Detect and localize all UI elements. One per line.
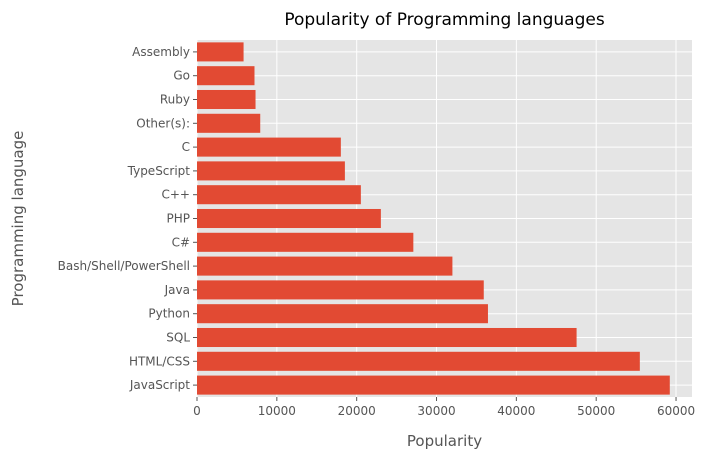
y-tick-label: Go bbox=[173, 69, 190, 83]
y-tick-label: SQL bbox=[166, 331, 190, 345]
y-tick-label: Other(s): bbox=[136, 116, 190, 130]
x-axis-label: Popularity bbox=[407, 432, 482, 450]
y-tick-label: Bash/Shell/PowerShell bbox=[58, 259, 190, 273]
y-tick-label: Python bbox=[148, 307, 190, 321]
x-tick-label: 60000 bbox=[657, 404, 695, 418]
x-tick-label: 50000 bbox=[577, 404, 615, 418]
y-tick-labels: JavaScript HTML/CSS SQL Python Java Bash/Shel… bbox=[58, 45, 197, 392]
bar bbox=[197, 304, 488, 324]
bar bbox=[197, 89, 256, 110]
bars bbox=[197, 42, 670, 395]
bar bbox=[197, 375, 670, 395]
y-axis-label: Programming language bbox=[9, 131, 27, 307]
bar bbox=[197, 113, 261, 133]
bar bbox=[197, 161, 345, 181]
y-tick-label: JavaScript bbox=[129, 378, 190, 392]
y-tick-label: Ruby bbox=[160, 93, 190, 107]
bar bbox=[197, 66, 255, 86]
y-tick-label: Java bbox=[164, 283, 190, 297]
y-tick-label: C++ bbox=[162, 188, 191, 202]
x-tick-label: 30000 bbox=[417, 404, 455, 418]
bar bbox=[197, 232, 414, 252]
bar bbox=[197, 208, 381, 229]
bar bbox=[197, 351, 640, 371]
bar bbox=[197, 256, 453, 276]
x-tick-label: 40000 bbox=[497, 404, 535, 418]
bar bbox=[197, 137, 341, 157]
chart-title: Popularity of Programming languages bbox=[284, 10, 605, 30]
bar bbox=[197, 280, 484, 300]
y-tick-label: HTML/CSS bbox=[129, 354, 190, 368]
y-tick-label: PHP bbox=[167, 212, 191, 226]
bar bbox=[197, 42, 244, 62]
x-tick-label: 20000 bbox=[338, 404, 376, 418]
x-tick-label: 0 bbox=[193, 404, 201, 418]
y-tick-label: C# bbox=[172, 235, 190, 249]
y-tick-label: C bbox=[182, 140, 190, 154]
bar bbox=[197, 327, 577, 348]
bar bbox=[197, 185, 361, 205]
x-tick-labels: 0 10000 20000 30000 40000 50000 60000 bbox=[193, 397, 695, 418]
y-tick-label: TypeScript bbox=[127, 164, 191, 178]
x-tick-label: 10000 bbox=[258, 404, 296, 418]
y-tick-label: Assembly bbox=[132, 45, 190, 59]
